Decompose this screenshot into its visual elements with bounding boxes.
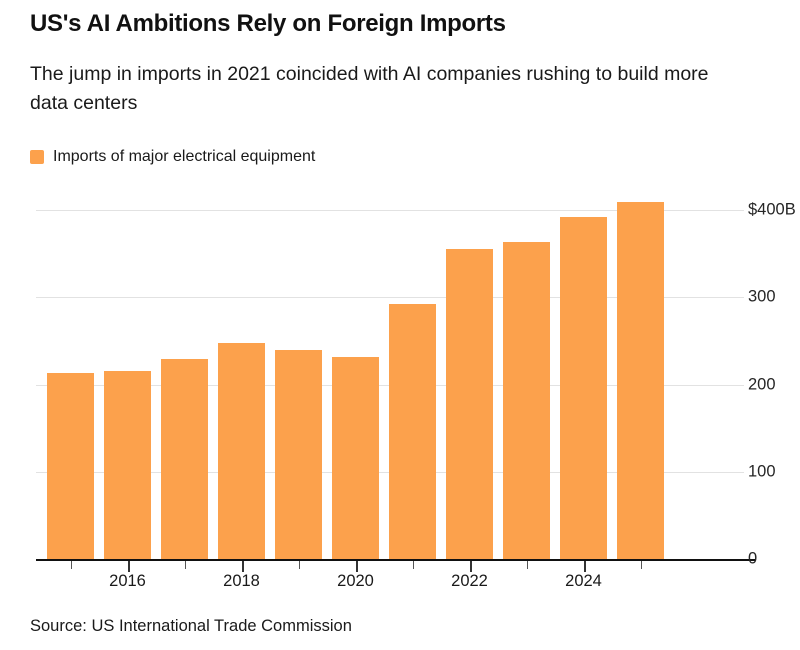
bar[interactable] <box>560 216 607 559</box>
x-axis-tick <box>355 561 358 572</box>
x-axis-tick <box>70 561 72 569</box>
gridline <box>36 210 744 211</box>
y-axis-tick-label: 200 <box>748 375 776 393</box>
source-note: Source: US International Trade Commissio… <box>30 617 352 635</box>
bar[interactable] <box>503 242 550 559</box>
bar[interactable] <box>275 349 322 559</box>
y-axis-tick-label: 300 <box>748 287 776 306</box>
x-axis-tick <box>583 561 586 572</box>
x-axis-line <box>36 559 756 561</box>
chart-legend: Imports of major electrical equipment <box>30 148 315 166</box>
x-axis-tick-label: 2022 <box>451 572 488 590</box>
bar[interactable] <box>389 304 436 559</box>
plot-area: 0 100 200 300 $400B 2016 2018 2020 2022 2024 <box>36 200 796 590</box>
legend-swatch-icon <box>30 150 44 164</box>
x-axis-tick-label: 2018 <box>223 572 260 590</box>
legend-item-label: Imports of major electrical equipment <box>53 148 316 165</box>
x-axis-tick <box>526 561 528 569</box>
x-axis-tick <box>469 561 472 572</box>
y-axis-labels: 0 100 200 300 $400B <box>36 200 796 568</box>
x-axis-labels: 2016 2018 2020 2022 2024 <box>36 200 756 590</box>
bar-series <box>36 200 756 565</box>
bar[interactable] <box>446 249 493 559</box>
bar[interactable] <box>161 359 208 559</box>
x-axis-tick <box>241 561 244 572</box>
x-axis-tick <box>640 561 642 569</box>
x-axis-tick-label: 2016 <box>109 572 146 590</box>
bar[interactable] <box>332 357 379 559</box>
bar[interactable] <box>47 373 94 559</box>
x-axis-tick-label: 2020 <box>337 572 374 590</box>
bar[interactable] <box>617 202 664 559</box>
gridline <box>36 297 744 299</box>
y-axis-tick-label: 100 <box>748 462 776 481</box>
bar[interactable] <box>104 371 151 559</box>
chart-subtitle: The jump in imports in 2021 coincided wi… <box>30 63 709 114</box>
bar[interactable] <box>218 342 265 559</box>
page-title: US's AI Ambitions Rely on Foreign Import… <box>30 10 506 37</box>
y-axis-tick-label: 0 <box>748 549 758 568</box>
x-axis <box>36 200 756 572</box>
x-axis-tick <box>127 561 130 572</box>
x-axis-tick <box>184 561 186 569</box>
x-axis-tick-label: 2024 <box>565 572 602 590</box>
x-axis-tick <box>298 561 300 569</box>
y-axis-tick-label: $400B <box>748 200 796 219</box>
x-axis-tick <box>412 561 414 569</box>
